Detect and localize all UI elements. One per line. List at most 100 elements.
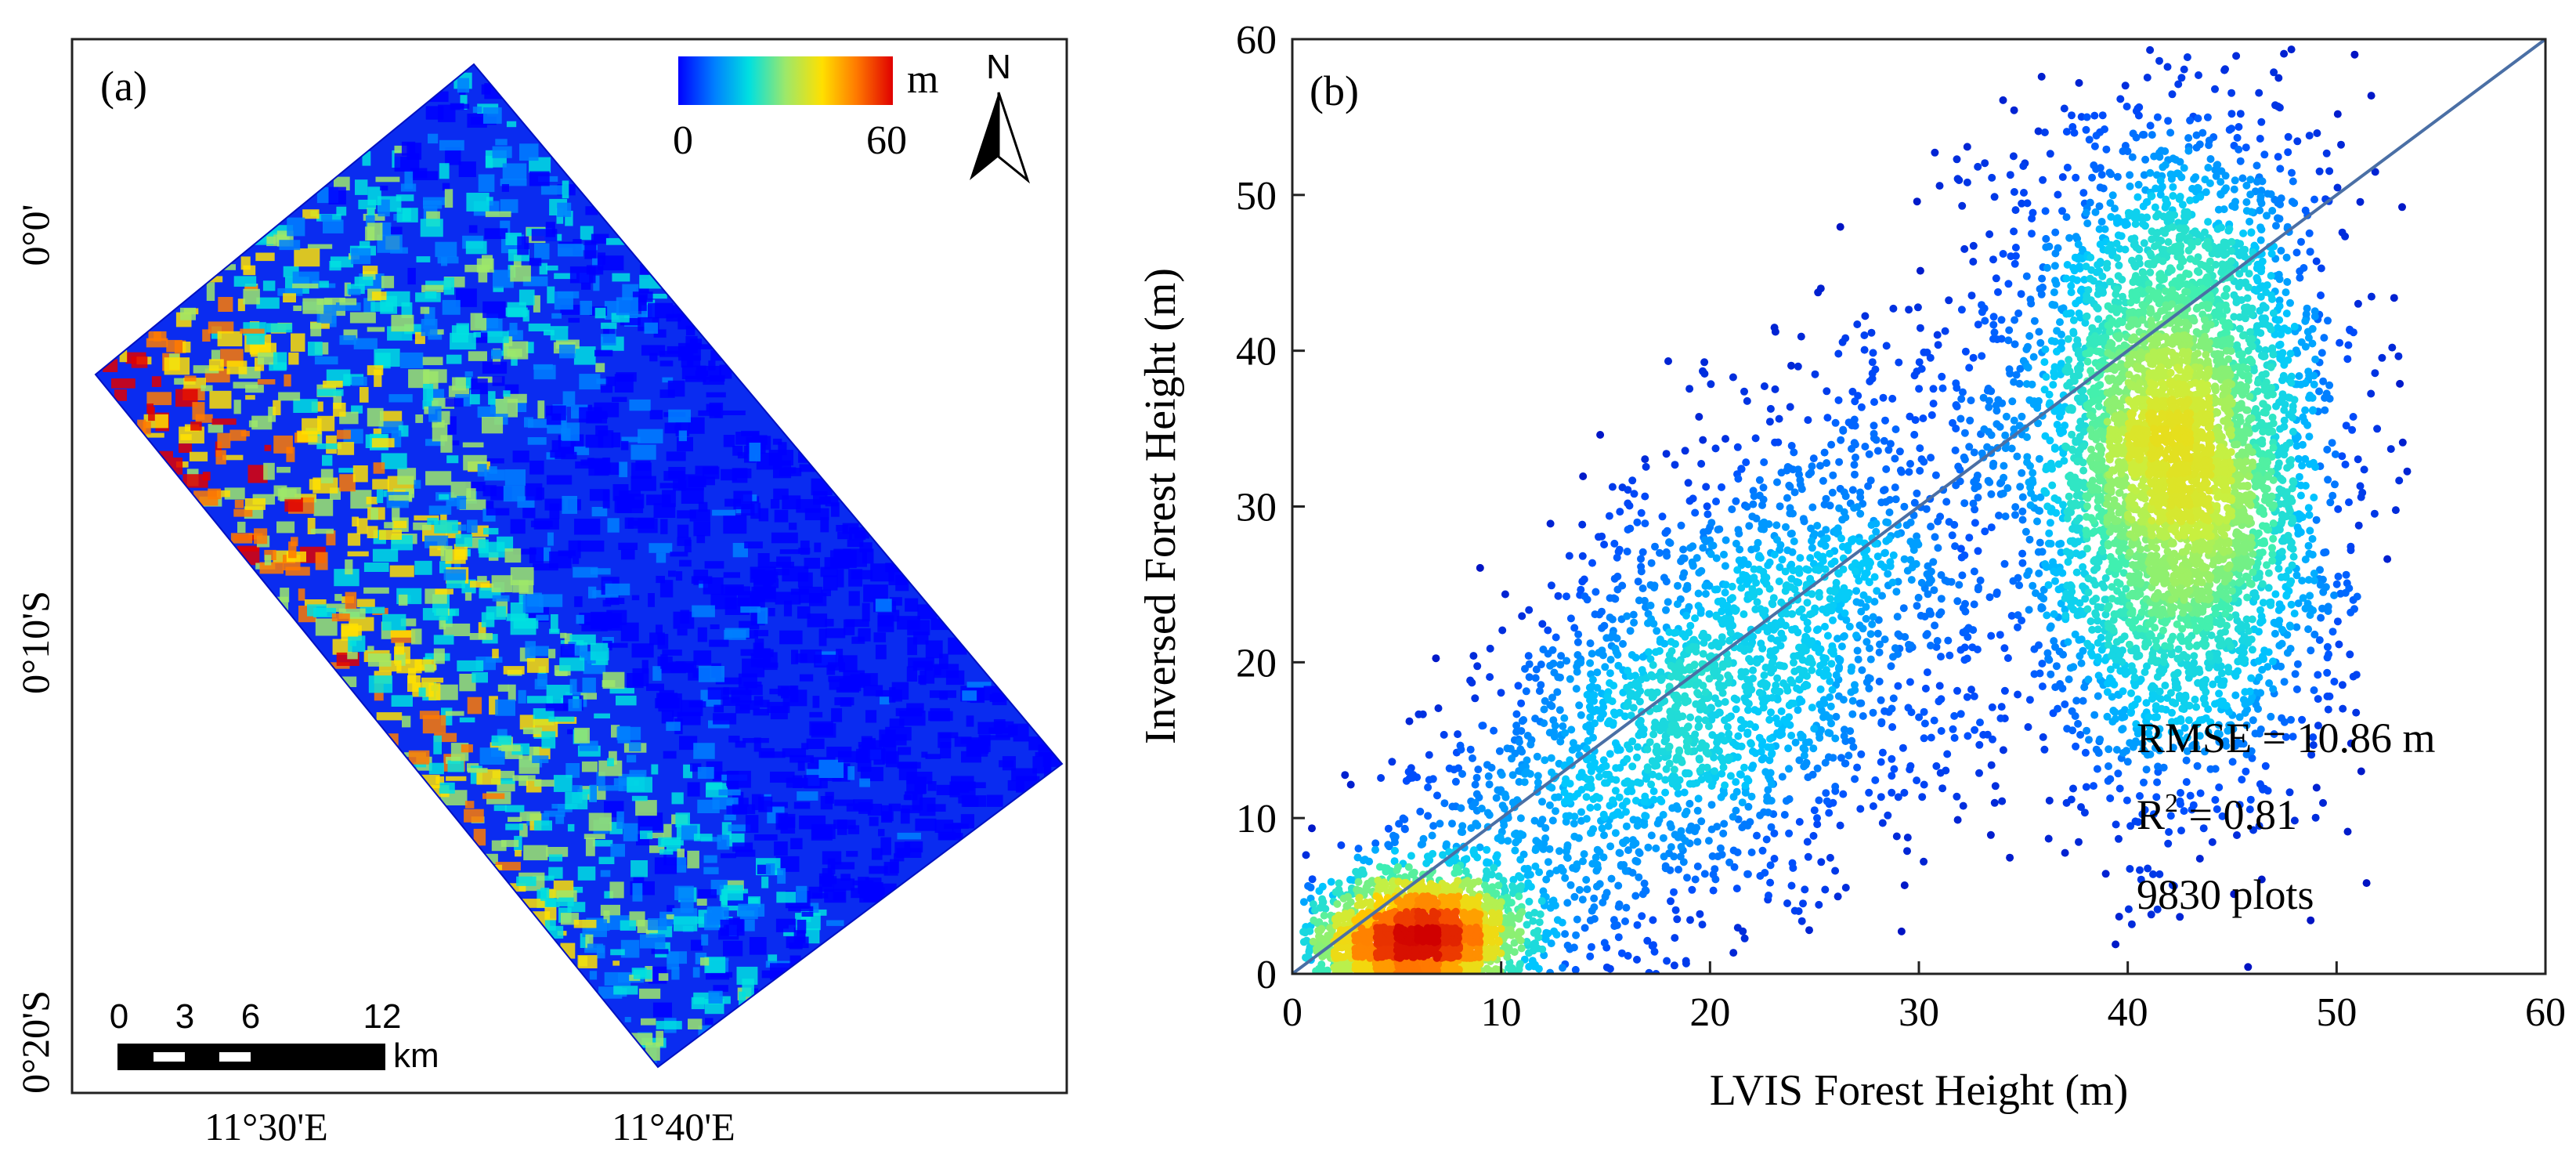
map-texture-patch: [111, 378, 135, 389]
scatter-point: [1975, 769, 1983, 777]
map-texture-patch: [596, 772, 605, 786]
map-texture-patch: [391, 314, 414, 332]
scatter-point: [1598, 824, 1606, 833]
map-texture-patch: [434, 733, 457, 743]
scatter-point: [2081, 748, 2090, 757]
scatter-point: [1975, 740, 1984, 749]
map-texture-patch: [362, 151, 371, 166]
map-texture-patch: [966, 682, 992, 688]
scatter-point: [1573, 659, 1582, 668]
scatter-point: [1600, 939, 1609, 947]
map-texture-patch: [736, 966, 758, 985]
scatter-point: [1865, 788, 1873, 797]
scatter-point: [2312, 257, 2321, 266]
scatter-point: [1884, 446, 1893, 454]
scatter-point: [2104, 776, 2112, 785]
scatter-point: [1994, 288, 2002, 296]
map-texture-patch: [770, 706, 788, 720]
scatter-point: [1504, 837, 1512, 845]
scatter-point: [1524, 879, 1533, 888]
scatter-point: [1685, 385, 1694, 393]
scatter-point: [1531, 715, 1540, 723]
scatter-point: [1985, 593, 1994, 602]
map-texture-patch: [546, 475, 573, 485]
scatter-point: [1440, 730, 1448, 739]
map-texture-patch: [428, 133, 439, 144]
scatter-point: [2306, 526, 2314, 535]
map-texture-patch: [651, 764, 659, 775]
map-texture-patch: [500, 199, 518, 213]
scatter-point: [1780, 811, 1789, 819]
scatter-point: [2045, 796, 2054, 805]
scatter-point: [1704, 837, 1713, 845]
scatter-point: [1719, 829, 1728, 838]
map-texture-patch: [442, 299, 461, 315]
map-texture-patch: [727, 770, 751, 788]
scatter-point: [1605, 512, 1613, 520]
scatter-point: [1600, 831, 1608, 840]
scatter-point: [1425, 751, 1433, 759]
scatter-point: [1988, 703, 1996, 711]
scatter-point: [1707, 801, 1716, 809]
scatter-point: [2058, 408, 2066, 417]
map-texture-patch: [693, 834, 713, 841]
map-texture-patch: [609, 751, 617, 765]
map-texture-patch: [467, 519, 478, 534]
scatter-point: [1819, 552, 1827, 561]
scatter-point: [1825, 809, 1834, 817]
map-texture-patch: [659, 580, 674, 598]
scatter-point: [1683, 874, 1691, 882]
map-texture-patch: [314, 356, 338, 365]
scatter-point: [1548, 816, 1557, 825]
scatter-point: [1686, 621, 1695, 630]
scatter-point: [2041, 346, 2050, 353]
scatter-point: [2278, 349, 2287, 357]
scatter-point: [2128, 153, 2137, 161]
map-texture-patch: [577, 866, 596, 881]
map-texture-patch: [614, 374, 634, 393]
scatter-point: [1537, 681, 1545, 689]
scatter-point: [1889, 551, 1898, 559]
scatter-point: [2314, 695, 2322, 704]
scatter-point: [2244, 963, 2253, 971]
map-texture-patch: [534, 780, 555, 787]
scatter-point: [2045, 390, 2054, 399]
map-texture-patch: [307, 244, 333, 249]
scatter-point: [2275, 600, 2284, 609]
map-texture-patch: [724, 498, 742, 507]
scatter-point: [1829, 754, 1837, 762]
scatter-point: [2286, 349, 2295, 358]
scatter-point: [2085, 736, 2093, 744]
map-texture-patch: [508, 816, 522, 822]
map-texture-patch: [215, 441, 222, 458]
map-texture-patch: [411, 628, 422, 645]
map-texture-patch: [836, 525, 848, 532]
scatter-point: [1628, 651, 1636, 659]
scatter-point: [2079, 189, 2088, 197]
scatter-point: [2099, 184, 2108, 193]
map-texture-patch: [683, 764, 692, 779]
map-texture-patch: [414, 560, 432, 575]
map-texture-patch: [569, 634, 596, 645]
scatter-point: [1395, 819, 1404, 828]
scatter-point: [2217, 190, 2225, 199]
scatter-point: [2292, 442, 2301, 450]
scatter-point: [2177, 736, 2185, 744]
map-texture-patch: [467, 696, 482, 715]
scatter-point: [1856, 599, 1865, 607]
scatter-point: [1882, 537, 1891, 545]
map-texture-patch: [863, 685, 883, 696]
scatter-point: [1910, 430, 1919, 439]
map-texture-patch: [768, 450, 793, 466]
scatter-point: [2242, 143, 2250, 152]
map-texture-patch: [763, 578, 779, 588]
scatter-point: [1961, 347, 1970, 356]
map-texture-patch: [146, 338, 168, 348]
scatter-point: [2148, 131, 2156, 139]
map-texture-patch: [456, 288, 477, 307]
scatter-point: [1765, 418, 1774, 426]
scatter-point: [1466, 745, 1475, 754]
scatter-point: [2040, 745, 2049, 754]
map-texture-patch: [515, 400, 527, 412]
map-texture-patch: [585, 838, 595, 856]
